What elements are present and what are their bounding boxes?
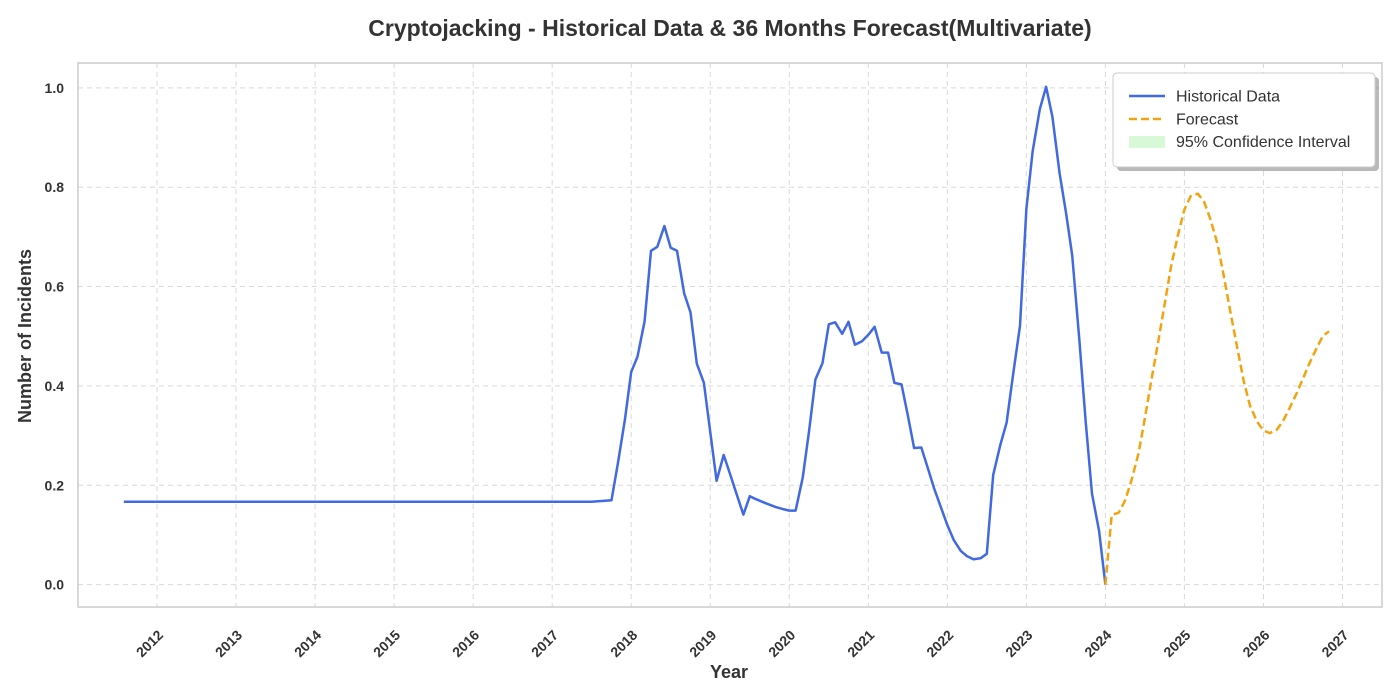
chart-title: Cryptojacking - Historical Data & 36 Mon… [368, 15, 1091, 41]
x-tick-label: 2027 [1318, 627, 1351, 660]
x-tick-label: 2021 [844, 627, 877, 660]
x-tick-label: 2017 [528, 627, 561, 660]
x-axis-ticks: 2012 2013 2014 2015 2016 2017 2018 2019 2020 2021… [133, 627, 1352, 660]
series-line-historical [123, 85, 1107, 585]
y-axis-label: Number of Incidents [15, 249, 35, 423]
x-tick-label: 2019 [686, 627, 719, 660]
x-tick-label: 2018 [607, 627, 640, 660]
plot-frame [77, 62, 1383, 608]
y-tick-label: 0.4 [45, 378, 65, 394]
legend-label-confidence-interval: 95% Confidence Interval [1176, 134, 1350, 151]
y-tick-label: 0.2 [45, 477, 65, 493]
x-tick-label: 2014 [291, 627, 324, 660]
y-tick-label: 0.8 [45, 179, 65, 195]
grid-layer [78, 63, 1382, 607]
legend-swatch-confidence-interval [1129, 136, 1165, 148]
legend-label-forecast: Forecast [1176, 112, 1239, 129]
y-tick-label: 1.0 [45, 80, 65, 96]
series-line-forecast [1104, 192, 1330, 585]
x-tick-label: 2012 [133, 627, 166, 660]
x-tick-label: 2020 [765, 627, 798, 660]
legend-label-historical: Historical Data [1176, 89, 1280, 106]
x-tick-label: 2023 [1002, 627, 1035, 660]
y-tick-label: 0.0 [45, 577, 65, 593]
x-tick-label: 2025 [1160, 627, 1193, 660]
x-tick-label: 2022 [923, 627, 956, 660]
y-tick-label: 0.6 [45, 279, 65, 295]
x-tick-label: 2013 [212, 627, 245, 660]
legend-box [1112, 72, 1376, 168]
x-tick-label: 2024 [1081, 627, 1114, 660]
x-tick-label: 2015 [370, 627, 403, 660]
series-layer [123, 85, 1330, 585]
legend: Historical Data Forecast 95% Confidence … [1112, 72, 1379, 171]
x-tick-label: 2026 [1239, 627, 1272, 660]
y-axis-ticks: 0.0 0.2 0.4 0.6 0.8 1.0 [45, 80, 65, 593]
x-axis-label: Year [710, 662, 748, 682]
x-tick-label: 2016 [449, 627, 482, 660]
